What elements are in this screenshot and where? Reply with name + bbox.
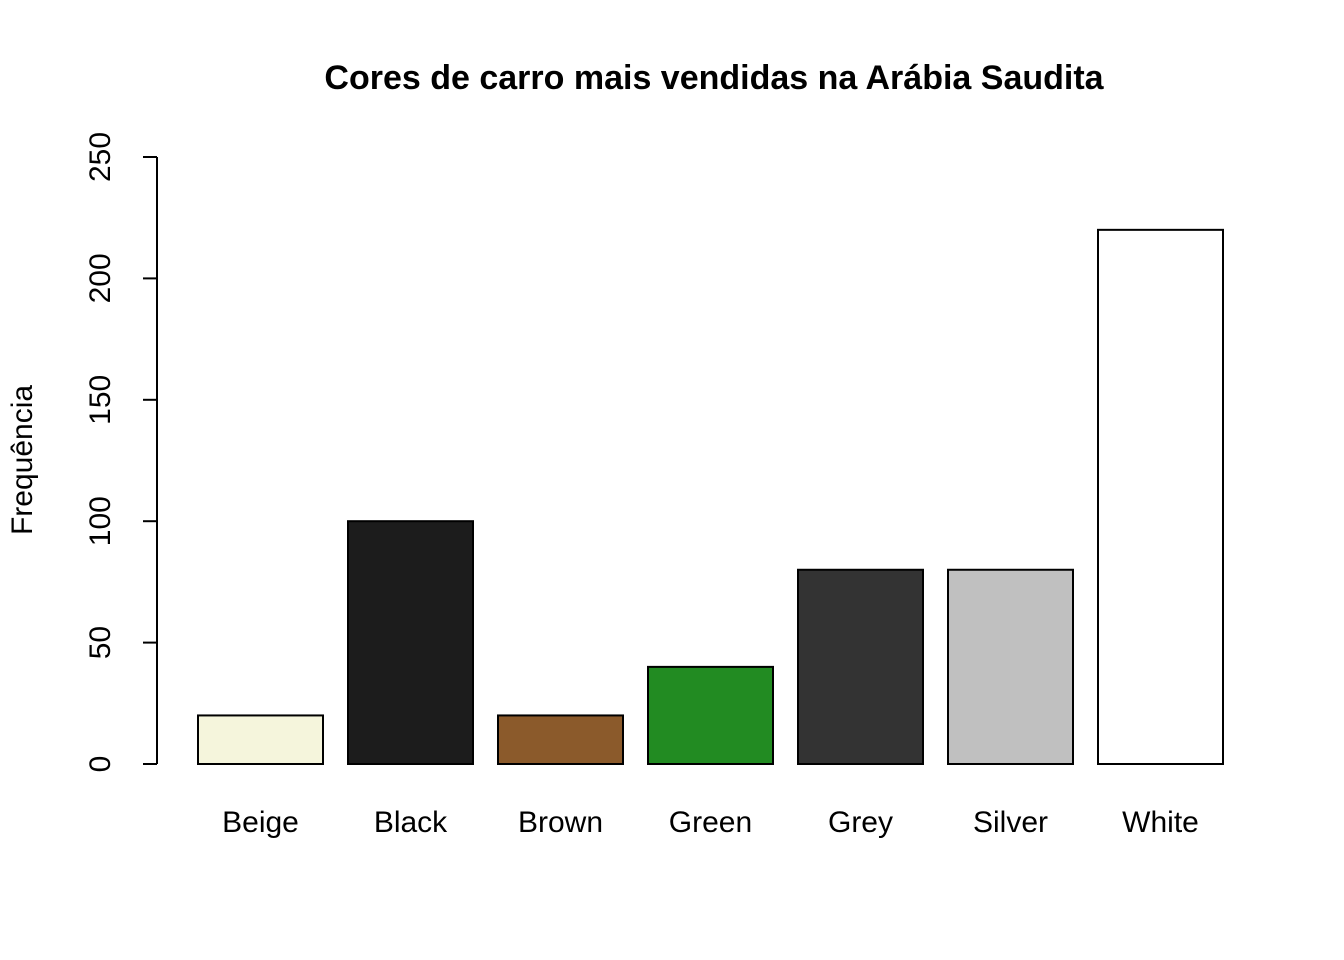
x-tick-label: Grey xyxy=(828,806,893,839)
y-tick-label: 100 xyxy=(84,496,117,546)
bar xyxy=(347,520,474,766)
bar xyxy=(1097,228,1224,765)
x-tick-label: Green xyxy=(669,806,752,839)
bar xyxy=(947,568,1074,766)
y-axis-label: Frequência xyxy=(6,385,39,535)
y-tick-label: 50 xyxy=(84,626,117,659)
bar xyxy=(497,714,624,766)
x-tick-label: White xyxy=(1122,806,1199,839)
x-tick-label: Silver xyxy=(973,806,1048,839)
x-tick-label: Beige xyxy=(222,806,299,839)
bar xyxy=(797,568,924,766)
bar xyxy=(197,714,324,766)
x-tick-label: Brown xyxy=(518,806,603,839)
y-tick-label: 200 xyxy=(84,253,117,303)
chart-title: Cores de carro mais vendidas na Arábia S… xyxy=(324,59,1104,97)
bar xyxy=(647,665,774,766)
y-tick-label: 0 xyxy=(84,756,117,773)
y-tick-label: 150 xyxy=(84,375,117,425)
x-tick-label: Black xyxy=(374,806,448,839)
y-tick-label: 250 xyxy=(84,132,117,182)
